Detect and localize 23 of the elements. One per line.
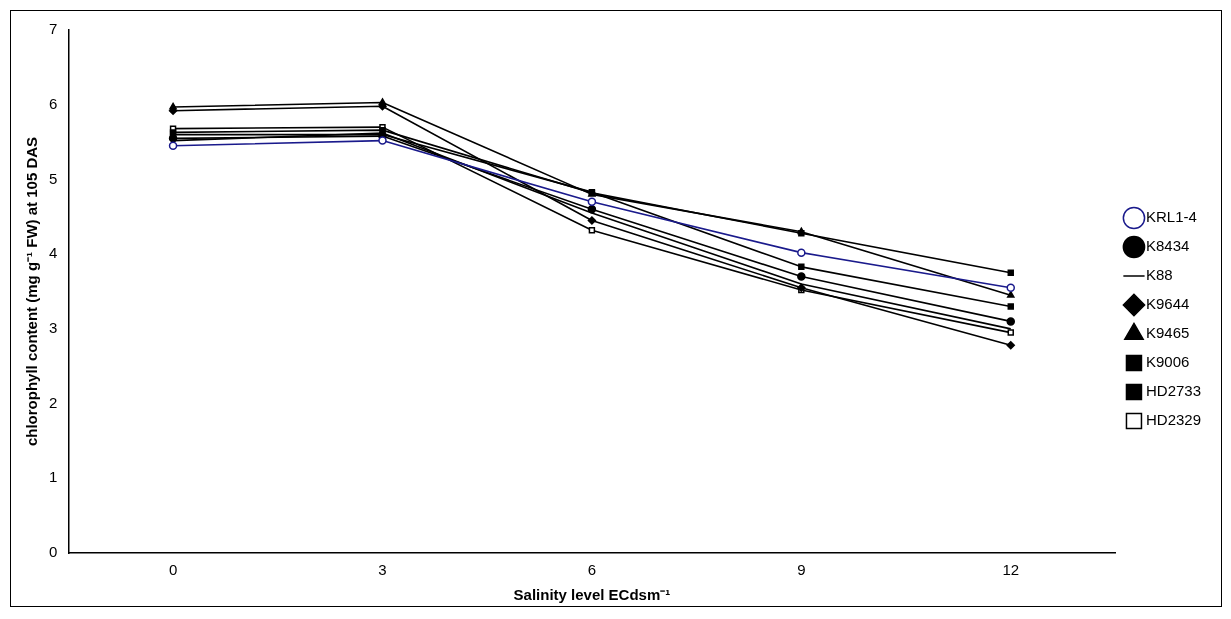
legend-label: K9644 [1145, 295, 1190, 313]
x-tick-label: 3 [378, 561, 387, 579]
x-tick-label: 6 [587, 561, 597, 579]
y-tick-label: 2 [49, 393, 58, 411]
y-tick-label: 5 [49, 169, 58, 187]
y-tick-label: 6 [49, 94, 58, 112]
legend-label: K88 [1145, 266, 1173, 284]
y-axis-title: chlorophyll content (mg g⁻¹ FW) at 105 DAS [23, 136, 41, 447]
legend-label: K9006 [1145, 353, 1190, 371]
x-tick-label: 0 [168, 561, 178, 579]
y-tick-label: 7 [49, 20, 58, 38]
x-axis-title: Salinity level ECdsm⁻¹ [513, 586, 671, 604]
legend-label: HD2733 [1145, 382, 1202, 400]
x-tick-label: 12 [1002, 561, 1020, 579]
legend-label: K9465 [1145, 324, 1190, 342]
y-tick-label: 1 [49, 468, 58, 486]
legend-label: KRL1-4 [1145, 208, 1197, 226]
y-tick-label: 4 [49, 244, 58, 262]
y-tick-label: 3 [49, 319, 58, 336]
y-tick-label: 0 [49, 543, 58, 561]
legend-label: K8434 [1145, 237, 1190, 255]
legend-label: HD2329 [1145, 411, 1202, 429]
x-tick-label: 9 [797, 561, 806, 579]
